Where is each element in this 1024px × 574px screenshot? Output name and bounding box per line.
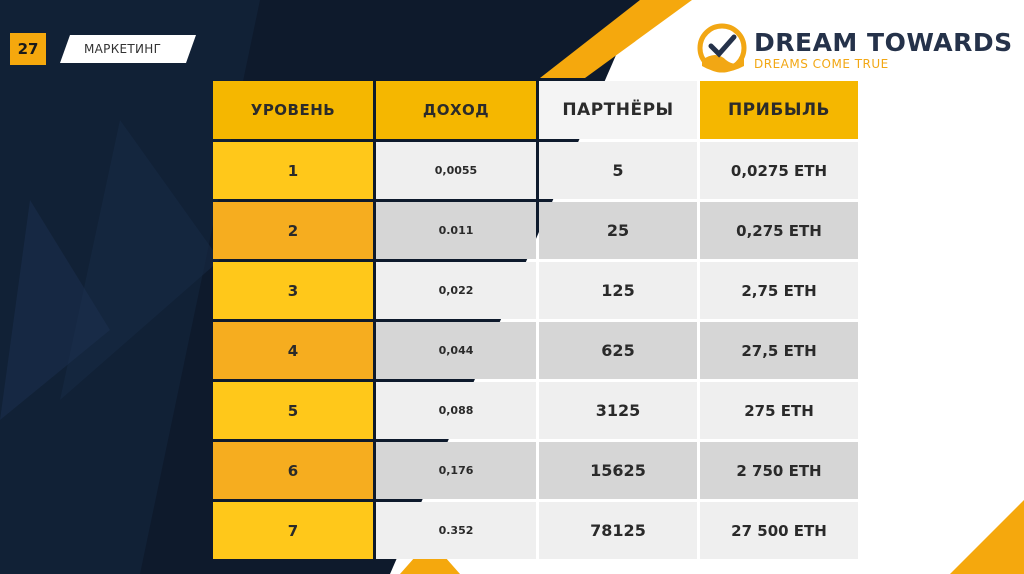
table-row: 1 0,0055 5 0,0275 ETH	[213, 142, 858, 199]
partners-cell: 25	[539, 202, 697, 259]
brand-logo: DREAM TOWARDS DREAMS COME TRUE	[694, 18, 1012, 78]
checkmark-logo-icon	[697, 23, 747, 73]
income-cell: 0,044	[376, 322, 536, 379]
table-row: 3 0,022 125 2,75 ETH	[213, 262, 858, 319]
table-row: 6 0,176 15625 2 750 ETH	[213, 442, 858, 499]
profit-cell: 0,0275 ETH	[700, 142, 858, 199]
partners-cell: 5	[539, 142, 697, 199]
section-title: МАРКЕТИНГ	[60, 35, 196, 63]
level-cell: 5	[213, 382, 373, 439]
level-cell: 4	[213, 322, 373, 379]
table-row: 4 0,044 625 27,5 ETH	[213, 322, 858, 379]
header-income: ДОХОД	[376, 81, 536, 139]
income-cell: 0,022	[376, 262, 536, 319]
logo-title: DREAM TOWARDS	[754, 28, 1013, 57]
income-cell: 0,0055	[376, 142, 536, 199]
header-partners: ПАРТНЁРЫ	[539, 81, 697, 139]
level-cell: 1	[213, 142, 373, 199]
table-row: 2 0.011 25 0,275 ETH	[213, 202, 858, 259]
profit-cell: 0,275 ETH	[700, 202, 858, 259]
income-cell: 0,176	[376, 442, 536, 499]
header-profit: ПРИБЫЛЬ	[700, 81, 858, 139]
marketing-table: УРОВЕНЬ ДОХОД ПАРТНЁРЫ ПРИБЫЛЬ 1 0,0055 …	[210, 78, 861, 562]
table-row: 5 0,088 3125 275 ETH	[213, 382, 858, 439]
partners-cell: 125	[539, 262, 697, 319]
partners-cell: 3125	[539, 382, 697, 439]
profit-cell: 27,5 ETH	[700, 322, 858, 379]
income-cell: 0.352	[376, 502, 536, 559]
profit-cell: 2,75 ETH	[700, 262, 858, 319]
profit-cell: 27 500 ETH	[700, 502, 858, 559]
partners-cell: 78125	[539, 502, 697, 559]
partners-cell: 15625	[539, 442, 697, 499]
profit-cell: 2 750 ETH	[700, 442, 858, 499]
partners-cell: 625	[539, 322, 697, 379]
slide-number: 27	[10, 33, 46, 65]
logo-subtitle: DREAMS COME TRUE	[754, 57, 889, 71]
level-cell: 3	[213, 262, 373, 319]
level-cell: 7	[213, 502, 373, 559]
level-cell: 6	[213, 442, 373, 499]
income-cell: 0.011	[376, 202, 536, 259]
level-cell: 2	[213, 202, 373, 259]
table-header-row: УРОВЕНЬ ДОХОД ПАРТНЁРЫ ПРИБЫЛЬ	[213, 81, 858, 139]
table-row: 7 0.352 78125 27 500 ETH	[213, 502, 858, 559]
income-cell: 0,088	[376, 382, 536, 439]
profit-cell: 275 ETH	[700, 382, 858, 439]
header-level: УРОВЕНЬ	[213, 81, 373, 139]
